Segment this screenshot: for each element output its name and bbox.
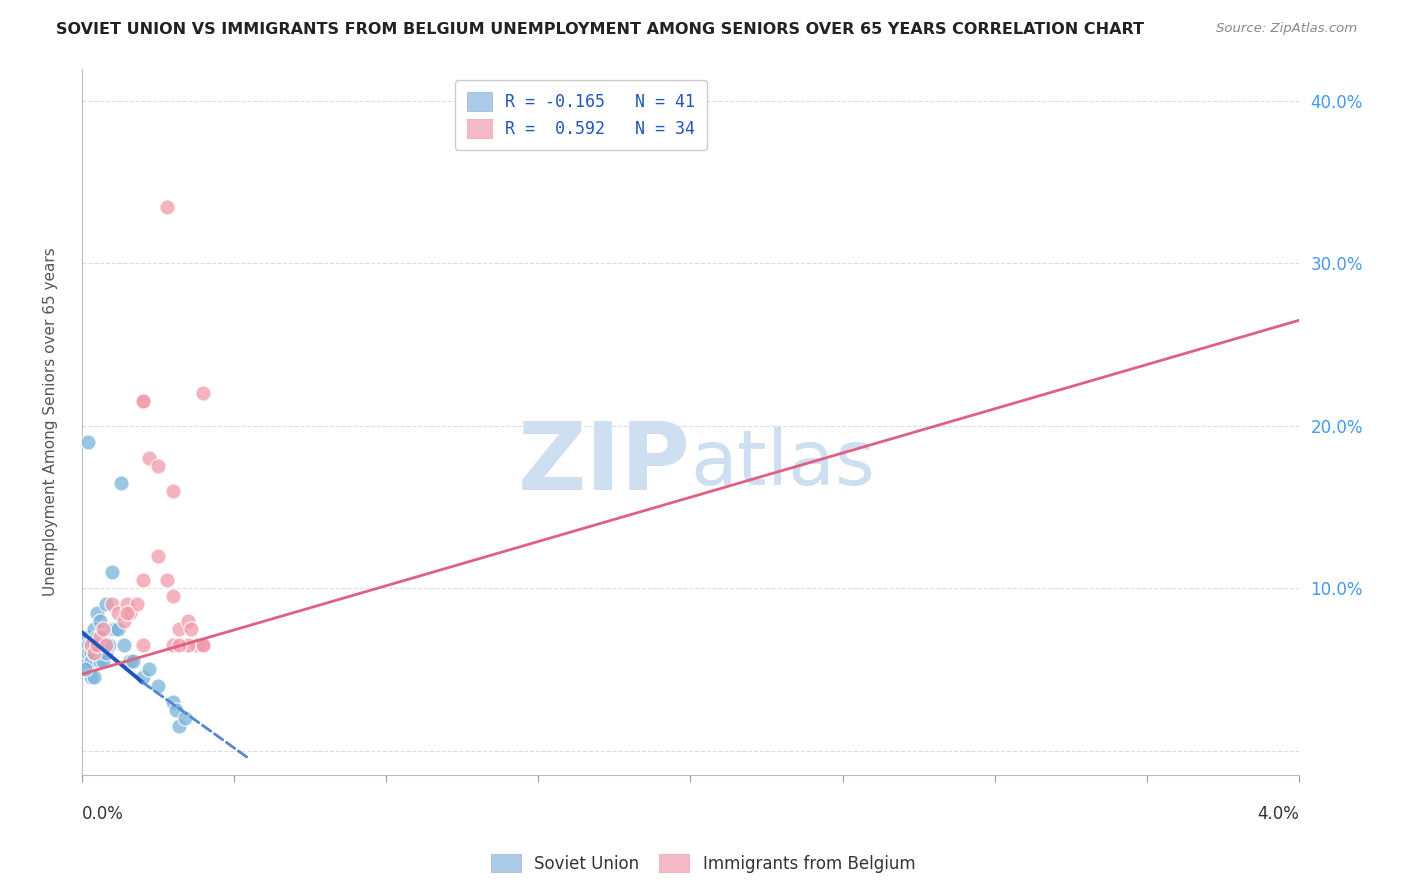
Point <box>101 565 124 579</box>
Point <box>122 654 145 668</box>
Point <box>107 606 129 620</box>
Point <box>146 679 169 693</box>
Point <box>76 435 98 450</box>
Point <box>180 622 202 636</box>
Text: atlas: atlas <box>690 427 876 501</box>
Point <box>174 711 197 725</box>
Point <box>167 719 190 733</box>
Point <box>156 573 179 587</box>
Point <box>76 646 98 660</box>
Point <box>162 483 184 498</box>
Point <box>112 614 135 628</box>
Text: ZIP: ZIP <box>517 418 690 510</box>
Point <box>162 638 184 652</box>
Text: Source: ZipAtlas.com: Source: ZipAtlas.com <box>1216 22 1357 36</box>
Point <box>101 598 124 612</box>
Point <box>83 638 105 652</box>
Point <box>73 654 96 668</box>
Point <box>94 598 117 612</box>
Point <box>177 614 200 628</box>
Point <box>104 622 127 636</box>
Point <box>156 200 179 214</box>
Text: 0.0%: 0.0% <box>82 805 124 823</box>
Point <box>138 662 160 676</box>
Point <box>89 630 111 644</box>
Point <box>94 638 117 652</box>
Point <box>131 394 153 409</box>
Point <box>162 695 184 709</box>
Point <box>125 598 148 612</box>
Point <box>131 573 153 587</box>
Y-axis label: Unemployment Among Seniors over 65 years: Unemployment Among Seniors over 65 years <box>44 247 58 596</box>
Point <box>76 638 98 652</box>
Point <box>98 638 121 652</box>
Point <box>101 622 124 636</box>
Point <box>83 646 105 660</box>
Point <box>86 630 108 644</box>
Point <box>76 630 98 644</box>
Point <box>193 638 215 652</box>
Point <box>186 638 208 652</box>
Point <box>83 646 105 660</box>
Point <box>131 638 153 652</box>
Point <box>146 459 169 474</box>
Point <box>120 654 142 668</box>
Point <box>177 638 200 652</box>
Point <box>80 671 103 685</box>
Point <box>86 606 108 620</box>
Legend: R = -0.165   N = 41, R =  0.592   N = 34: R = -0.165 N = 41, R = 0.592 N = 34 <box>456 80 707 150</box>
Text: 4.0%: 4.0% <box>1257 805 1299 823</box>
Point <box>80 646 103 660</box>
Point <box>193 386 215 401</box>
Point <box>80 638 103 652</box>
Point <box>117 606 139 620</box>
Point <box>89 614 111 628</box>
Point <box>167 622 190 636</box>
Point <box>138 451 160 466</box>
Point <box>107 622 129 636</box>
Point <box>80 654 103 668</box>
Point <box>89 654 111 668</box>
Point <box>89 630 111 644</box>
Point <box>193 638 215 652</box>
Point <box>86 638 108 652</box>
Point <box>117 598 139 612</box>
Point <box>165 703 187 717</box>
Text: SOVIET UNION VS IMMIGRANTS FROM BELGIUM UNEMPLOYMENT AMONG SENIORS OVER 65 YEARS: SOVIET UNION VS IMMIGRANTS FROM BELGIUM … <box>56 22 1144 37</box>
Point <box>86 638 108 652</box>
Point <box>73 662 96 676</box>
Point <box>120 606 142 620</box>
Point <box>112 638 135 652</box>
Point <box>83 622 105 636</box>
Point <box>80 638 103 652</box>
Point <box>110 475 132 490</box>
Point <box>94 646 117 660</box>
Point <box>83 671 105 685</box>
Point <box>91 654 114 668</box>
Point <box>91 630 114 644</box>
Point <box>162 589 184 603</box>
Point <box>146 549 169 563</box>
Point <box>131 394 153 409</box>
Point <box>73 638 96 652</box>
Point <box>167 638 190 652</box>
Point <box>91 622 114 636</box>
Legend: Soviet Union, Immigrants from Belgium: Soviet Union, Immigrants from Belgium <box>484 847 922 880</box>
Point <box>131 671 153 685</box>
